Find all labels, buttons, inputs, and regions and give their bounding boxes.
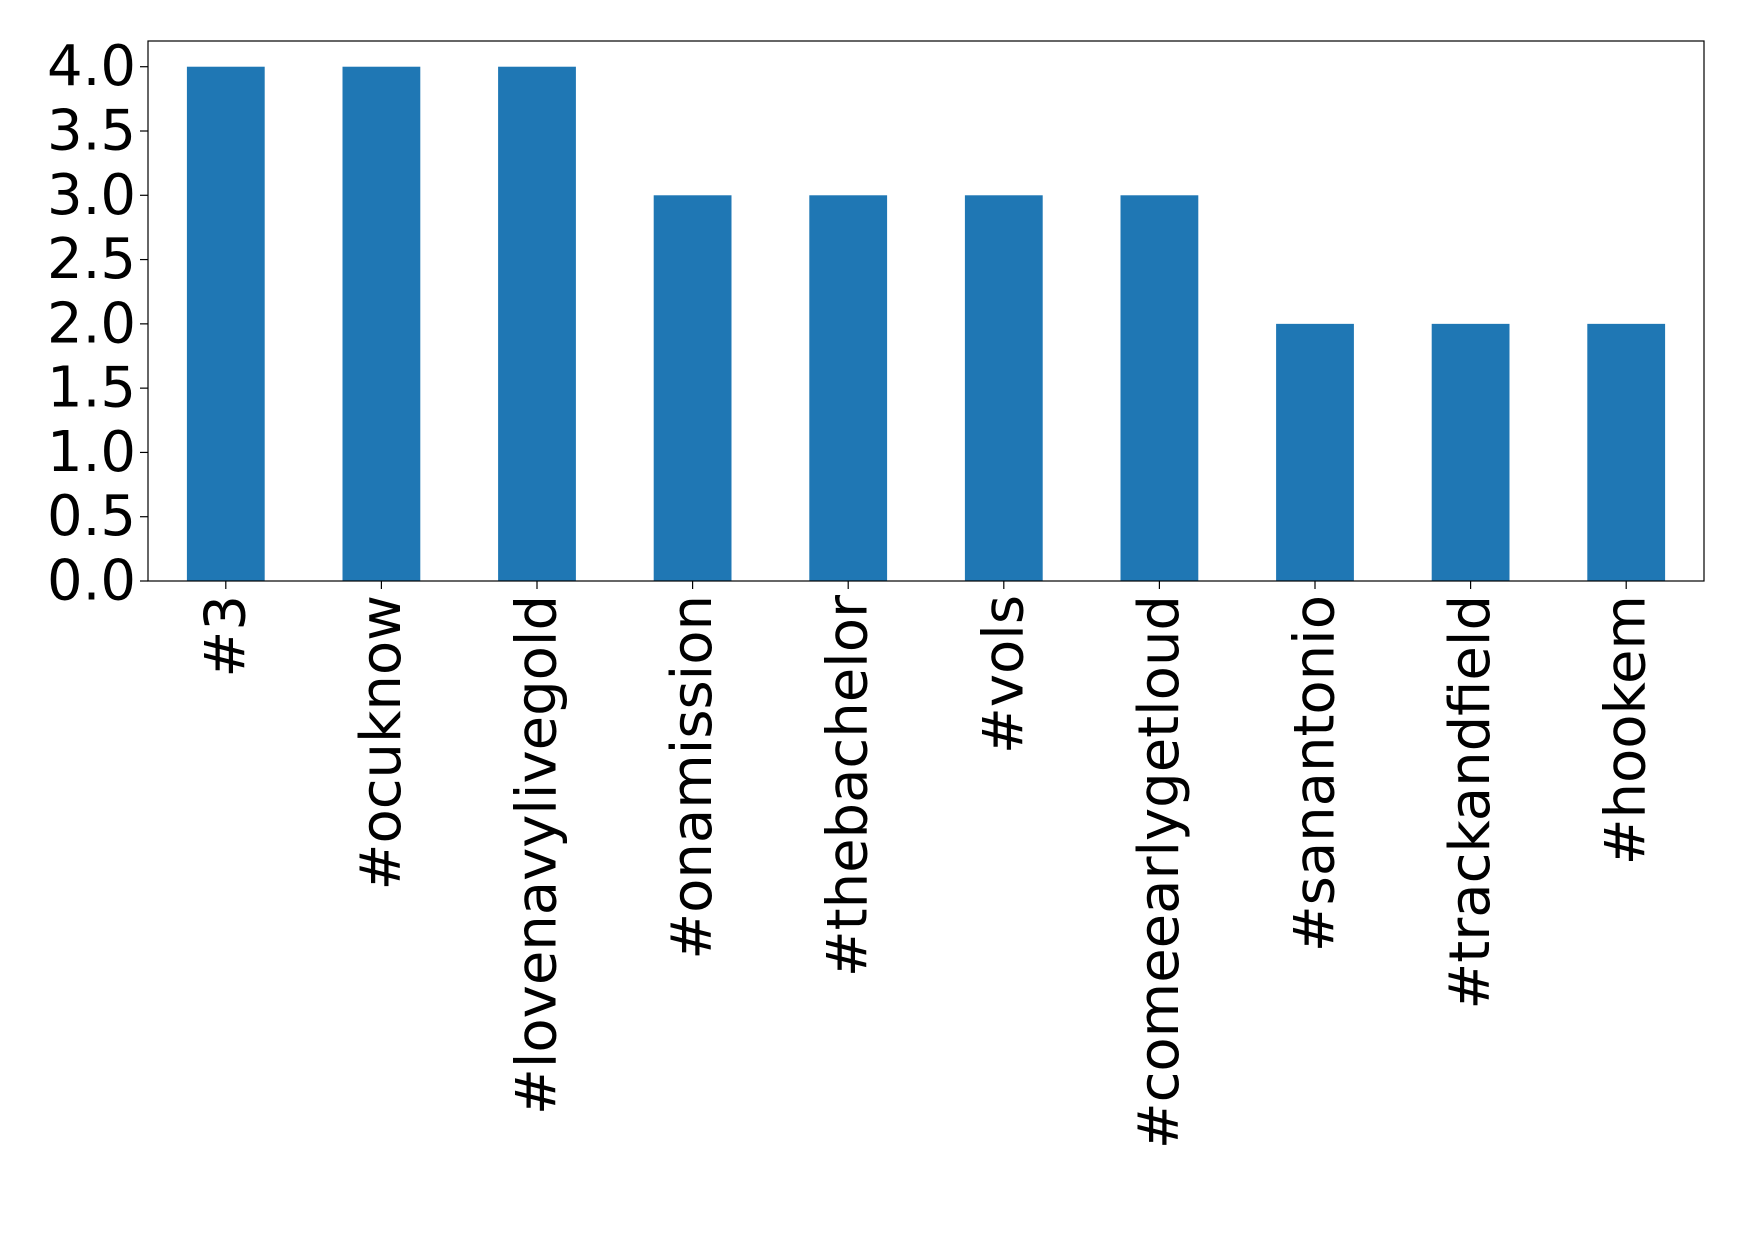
bar-6 (1120, 195, 1199, 582)
x-tick-label: #ocuknow (349, 595, 414, 890)
x-tick-label: #sanantonio (1283, 595, 1348, 952)
y-tick-label: 2.5 (47, 227, 136, 292)
x-axis: #3 #ocuknow #lovenavylivegold #onamission #t… (193, 581, 1659, 1149)
x-tick-label: #3 (193, 595, 258, 678)
y-tick-label: 1.0 (47, 420, 136, 485)
x-tick-label: #vols (971, 595, 1036, 754)
bars-group (186, 66, 1666, 582)
y-tick-label: 1.5 (47, 356, 136, 421)
bar-7 (1276, 323, 1354, 581)
bar-1 (342, 66, 421, 581)
y-tick-label: 3.0 (47, 163, 136, 228)
bar-4 (809, 195, 888, 582)
x-tick-label: #comeearlygetloud (1127, 595, 1192, 1149)
bar-2 (498, 66, 576, 581)
x-tick-label: #trackandfield (1438, 595, 1503, 1010)
x-tick-label: #onamission (660, 595, 725, 960)
y-tick-label: 0.5 (47, 484, 136, 549)
x-tick-label: #lovenavylivegold (505, 595, 570, 1115)
plot-frame (147, 40, 1705, 582)
x-tick-label: #hookem (1594, 595, 1659, 865)
bar-5 (964, 195, 1043, 582)
y-axis: 0.00.51.01.52.02.53.03.54.0 (47, 34, 148, 614)
x-tick-label: #thebachelor (816, 594, 881, 977)
y-tick-label: 4.0 (47, 34, 136, 99)
bar-0 (186, 66, 265, 581)
y-tick-label: 3.5 (47, 99, 136, 164)
bar-8 (1431, 323, 1510, 581)
bar-3 (653, 195, 732, 582)
bar-9 (1587, 323, 1666, 581)
y-tick-label: 0.0 (47, 549, 136, 614)
y-tick-label: 2.0 (47, 291, 136, 356)
